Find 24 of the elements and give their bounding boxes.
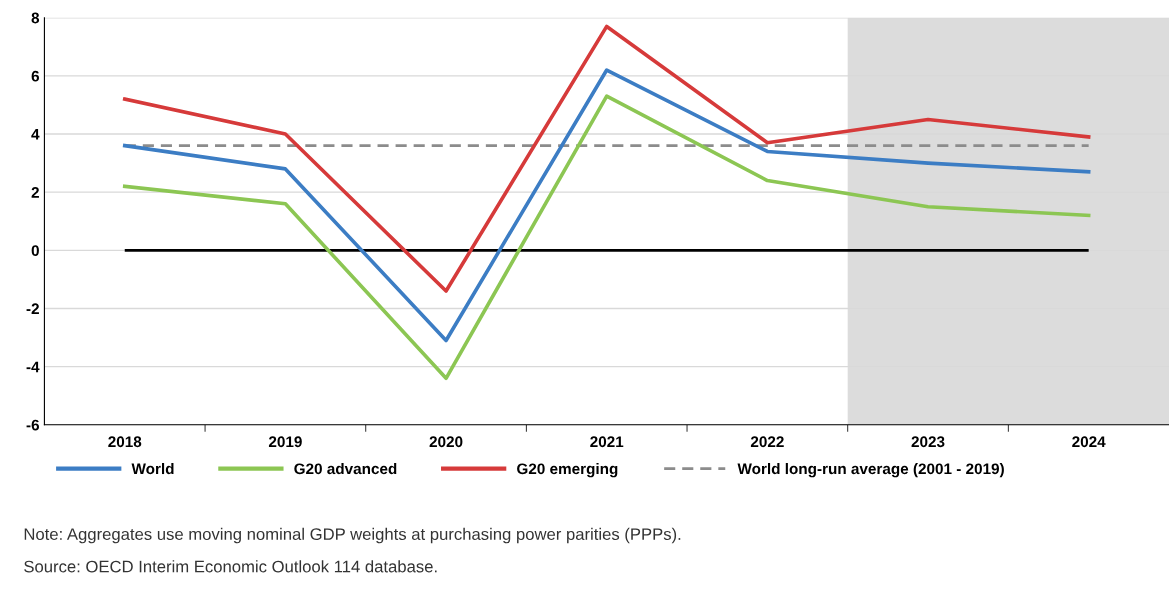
- x-tick-label: 2019: [268, 436, 302, 448]
- text: Note: Aggregates use moving nominal GDP weights at purchasing power parities (PPPs).: [24, 527, 681, 544]
- y-tick-label: 8: [31, 12, 40, 24]
- legend-label: World: [131, 462, 174, 475]
- legend-label: World long-run average (2001 - 2019): [737, 462, 1004, 478]
- legend-label: G20 emerging: [517, 462, 618, 478]
- line-series: [122, 68, 1091, 343]
- line-series: [122, 24, 1091, 293]
- y-tick-label: 0: [31, 245, 39, 257]
- y-tick-label: 2: [31, 187, 39, 198]
- x-tick-label: 2024: [1072, 436, 1106, 448]
- x-tick-label: 2020: [429, 436, 463, 448]
- y-tick-label: -4: [26, 361, 40, 373]
- x-tick-label: 2023: [911, 436, 945, 448]
- y-tick-label: -6: [26, 419, 40, 431]
- source-note: Source: OECD Interim Economic Outlook 114 database.: [24, 560, 437, 573]
- y-tick-label: 6: [31, 70, 40, 82]
- y-tick-label: -2: [26, 303, 39, 315]
- x-tick-label: 2021: [590, 436, 624, 448]
- x-tick-label: 2022: [750, 436, 784, 448]
- y-tick-label: 4: [31, 129, 40, 140]
- legend-label: G20 advanced: [294, 462, 397, 475]
- line-series: [122, 94, 1091, 381]
- x-tick-label: 2018: [108, 436, 142, 448]
